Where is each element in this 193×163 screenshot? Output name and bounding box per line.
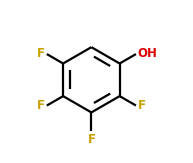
Text: F: F [37,47,45,59]
Text: F: F [137,99,146,112]
Text: F: F [37,99,45,112]
Text: OH: OH [137,47,157,59]
Text: F: F [87,133,95,146]
